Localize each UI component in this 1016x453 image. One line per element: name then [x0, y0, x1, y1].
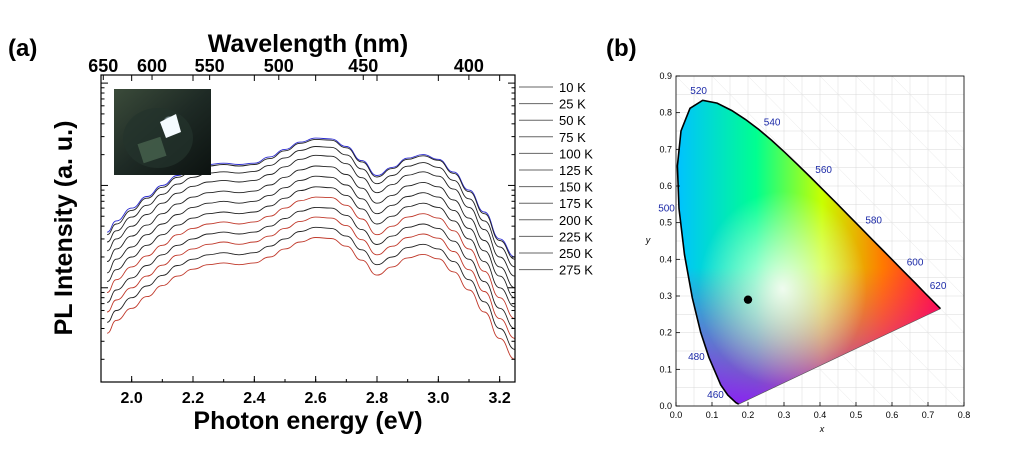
x-tick-label-a: 2.8 [366, 390, 388, 407]
wavelength-axis-ticks: 650 600 550 500 450 400 [88, 56, 484, 80]
wavelength-label: 540 [764, 118, 781, 129]
pl-spectrum-line [106, 175, 515, 299]
wavelength-label: 600 [907, 258, 924, 269]
wavelength-label: 620 [930, 281, 947, 292]
pl-spectrum-line [106, 196, 515, 320]
x-tick-label-b: 0.2 [742, 410, 755, 420]
x-tick-label-a: 2.4 [243, 390, 265, 407]
x-axis-ticks-a: 2.0 2.2 2.4 2.6 2.8 3.0 3.2 [100, 75, 511, 407]
y-axis-ticks-a [101, 82, 515, 360]
wavelength-label: 520 [690, 86, 707, 97]
x-tick-label-b: 0.8 [958, 410, 971, 420]
gamut-white [677, 100, 941, 405]
wavelength-labels: 460 480 500 520 540 560 580 600 620 [658, 86, 947, 401]
inset-photograph [114, 89, 211, 175]
y-tick-label-b: 0.6 [659, 181, 672, 191]
wavelength-label: 500 [658, 204, 675, 215]
legend-label: 250 K [559, 246, 593, 261]
x-axis-title-a: Photon energy (eV) [193, 407, 422, 435]
axis-ticks-b: 0.0 0.1 0.2 0.3 0.4 0.5 0.6 0.7 0.8 0.0 0.1 0.2 0.3 0… [659, 71, 970, 420]
x-tick-label-a: 2.0 [121, 390, 143, 407]
legend-label: 100 K [559, 146, 593, 161]
x-tick-label-b: 0.4 [814, 410, 827, 420]
spectral-locus-line [676, 99, 942, 405]
cie-coordinate-point [743, 295, 753, 304]
x-tick-label-b: 0.6 [886, 410, 899, 420]
pl-spectrum-line [106, 216, 515, 339]
y-tick-label-b: 0.8 [659, 108, 672, 118]
y-tick-label-b: 0.1 [659, 364, 672, 374]
grid-line-diag [819, 75, 965, 223]
cie-points [743, 295, 753, 304]
pl-spectrum-line [106, 137, 515, 258]
x-tick-label-b: 0.1 [706, 410, 719, 420]
x-tick-label-a: 3.0 [427, 390, 449, 407]
legend-label: 225 K [559, 229, 593, 244]
panel-a-label: (a) [8, 35, 37, 62]
wavelength-label: 480 [688, 352, 705, 363]
x-tick-label-b: 0.7 [922, 410, 935, 420]
pl-spectrum-line [106, 146, 515, 268]
y-tick-label-b: 0.3 [659, 291, 672, 301]
x-tick-label-a: 3.2 [489, 390, 511, 407]
y-tick-label-b: 0.4 [659, 254, 672, 264]
wavelength-label: 460 [707, 390, 724, 401]
grid-line-diag [891, 75, 965, 150]
x-axis-title-b: x [819, 424, 825, 434]
y-axis-title-b: y [645, 235, 651, 245]
panel-b-cie-diagram: (b) 0.0 0.1 0.2 0.3 0.4 0.5 0.6 0.7 0.8 0.0 0.1 0.2… [606, 35, 970, 434]
plot-frame-a [100, 74, 516, 383]
pl-spectrum-line [106, 237, 515, 360]
x-tick-label-b: 0.3 [778, 410, 791, 420]
wavelength-axis-title: Wavelength (nm) [208, 30, 408, 58]
pl-spectrum-line [106, 226, 515, 350]
pl-spectrum-line [106, 186, 515, 308]
top-tick-label-a: 650 [88, 56, 118, 76]
legend-label: 50 K [559, 113, 586, 128]
legend-label: 125 K [559, 163, 593, 178]
x-tick-label-a: 2.2 [182, 390, 204, 407]
grid-line-diag [783, 75, 965, 260]
panel-a-photoluminescence: (a) Wavelength (nm) 650 600 550 500 450 400 2… [8, 30, 593, 435]
x-tick-label-a: 2.6 [305, 390, 327, 407]
legend-label: 275 K [559, 263, 593, 278]
legend-label: 200 K [559, 213, 593, 228]
legend-label: 175 K [559, 196, 593, 211]
spectral-locus [676, 99, 942, 405]
top-tick-label-a: 600 [137, 56, 167, 76]
y-tick-label-b: 0.7 [659, 144, 672, 154]
top-tick-label-a: 550 [195, 56, 225, 76]
color-gamut [677, 100, 941, 405]
legend-label: 10 K [559, 80, 586, 95]
pl-spectrum-line [106, 154, 515, 277]
line-of-purples [738, 308, 941, 405]
pl-spectra [106, 137, 515, 360]
legend-label: 25 K [559, 97, 586, 112]
x-tick-label-b: 0.5 [850, 410, 863, 420]
y-tick-label-b: 0.0 [659, 401, 672, 411]
top-tick-label-a: 450 [348, 56, 378, 76]
pl-spectrum-line [106, 138, 515, 260]
y-tick-label-b: 0.2 [659, 328, 672, 338]
top-tick-label-a: 400 [454, 56, 484, 76]
legend-label: 75 K [559, 130, 586, 145]
pl-spectrum-line [106, 206, 515, 329]
legend-label: 150 K [559, 180, 593, 195]
wavelength-label: 580 [865, 215, 882, 226]
top-tick-label-a: 500 [264, 56, 294, 76]
y-tick-label-b: 0.9 [659, 71, 672, 81]
grid-line-diag [855, 75, 965, 187]
wavelength-label: 560 [815, 165, 832, 176]
panel-b-label: (b) [606, 35, 637, 62]
y-axis-title-a: PL Intensity (a. u.) [50, 121, 78, 336]
y-tick-label-b: 0.5 [659, 218, 672, 228]
grid-line-diag [747, 75, 965, 297]
x-tick-label-b: 0.0 [670, 410, 683, 420]
pl-spectrum-line [106, 165, 515, 289]
